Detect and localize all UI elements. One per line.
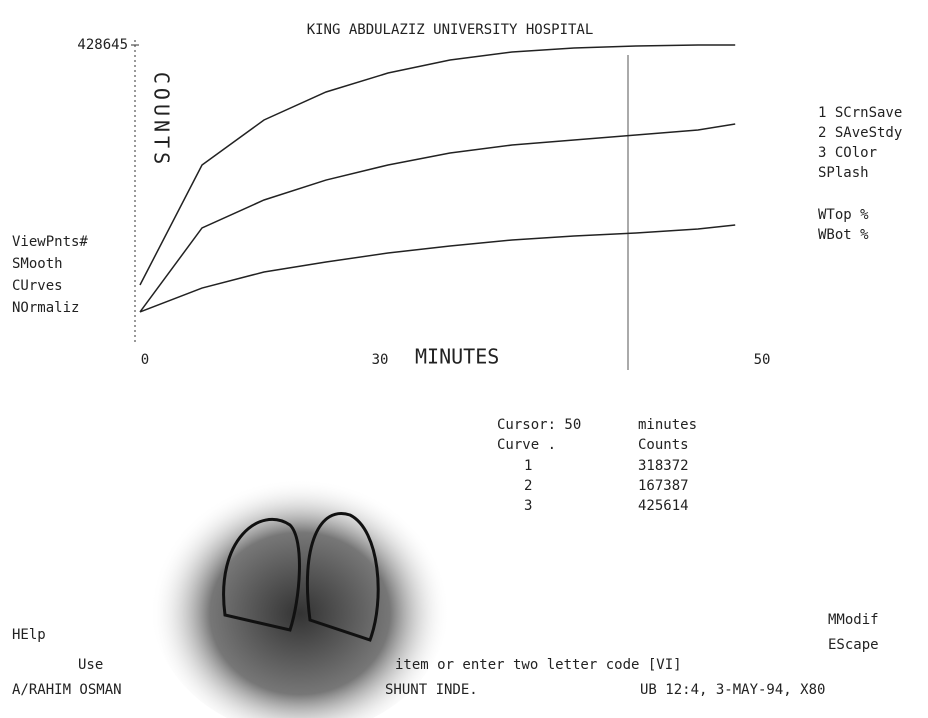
screen: KING ABDULAZIZ UNIVERSITY HOSPITAL MINUT… (0, 0, 928, 718)
prompt: item or enter two letter code [VI] (395, 657, 682, 673)
y-axis-label: COUNTS (150, 72, 174, 168)
count-value: 167387 (638, 478, 689, 494)
column-header: Counts (638, 437, 689, 453)
cursor-unit: minutes (638, 417, 697, 433)
menu-item[interactable]: 3 COlor (818, 145, 877, 161)
menu-item[interactable]: EScape (828, 637, 879, 653)
x-axis-label: MINUTES (415, 345, 499, 369)
curve-number: 3 (524, 498, 532, 514)
menu-item[interactable]: WTop % (818, 207, 869, 223)
curve-number: 1 (524, 458, 532, 474)
menu-item[interactable]: ViewPnts# (12, 234, 88, 250)
curve (140, 124, 735, 312)
menu-item[interactable]: CUrves (12, 278, 63, 294)
status-user: A/RAHIM OSMAN (12, 682, 122, 698)
x-tick-label: 50 (754, 352, 771, 368)
prompt: Use (78, 657, 103, 673)
menu-item[interactable]: HElp (12, 627, 46, 643)
curve (140, 225, 735, 312)
count-value: 425614 (638, 498, 689, 514)
curve (140, 45, 735, 285)
x-tick-label: 30 (372, 352, 389, 368)
menu-item[interactable]: 2 SAveStdy (818, 125, 902, 141)
x-tick-label: 0 (141, 352, 149, 368)
menu-item[interactable]: NOrmaliz (12, 300, 79, 316)
count-value: 318372 (638, 458, 689, 474)
y-tick-label: 428645 (77, 37, 128, 53)
cursor-label: Cursor: 50 (497, 417, 581, 433)
status-info: UB 12:4, 3-MAY-94, X80 (640, 682, 825, 698)
menu-item[interactable]: MModif (828, 612, 879, 628)
menu-item[interactable]: WBot % (818, 227, 869, 243)
menu-item[interactable]: 1 SCrnSave (818, 105, 902, 121)
curve-number: 2 (524, 478, 532, 494)
menu-item[interactable]: SPlash (818, 165, 869, 181)
kidney-image (150, 465, 450, 718)
column-header: Curve . (497, 437, 556, 453)
chart-title: KING ABDULAZIZ UNIVERSITY HOSPITAL (307, 22, 594, 38)
menu-item[interactable]: SMooth (12, 256, 63, 272)
status-study: SHUNT INDE. (385, 682, 478, 698)
